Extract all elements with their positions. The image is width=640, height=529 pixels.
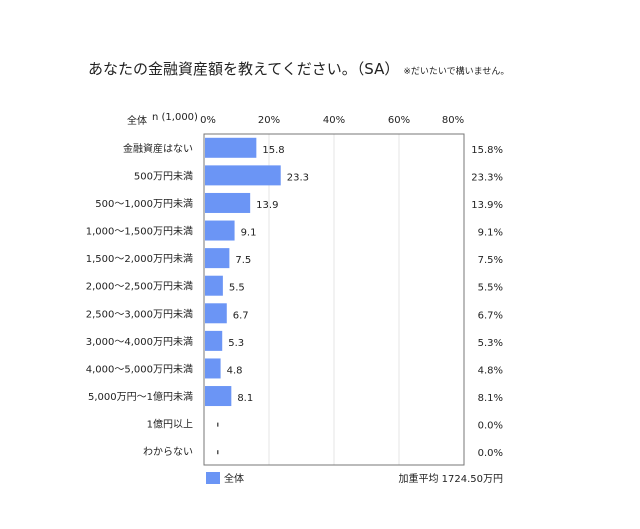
category-label: 5,000万円～1億円未満: [88, 390, 193, 403]
x-tick-label: 80%: [442, 115, 464, 126]
right-percent-label: 0.0%: [478, 421, 503, 432]
x-tick-label: 40%: [323, 115, 345, 126]
x-tick-label: 20%: [258, 115, 280, 126]
group-header: 全体: [127, 116, 147, 127]
x-tick-label: 60%: [388, 115, 410, 126]
bar: [205, 248, 230, 269]
category-label: 3,000～4,000万円未満: [86, 336, 193, 348]
right-percent-label: 4.8%: [478, 365, 503, 376]
bar: [205, 275, 223, 296]
chart-title: あなたの金融資産額を教えてください。（SA） ※だいたいで構いません。: [88, 58, 509, 79]
category-label: 2,000～2,500万円未満: [86, 281, 193, 293]
bar-value-label: 6.7: [233, 310, 249, 321]
weighted-average: 加重平均 1724.50万円: [398, 472, 503, 485]
bar-value-label: 9.1: [241, 228, 257, 239]
right-percent-label: 8.1%: [478, 393, 503, 404]
plot-frame: [203, 133, 465, 466]
zero-marker: [217, 422, 219, 427]
category-label: 1億円以上: [147, 418, 193, 431]
bar: [205, 137, 257, 158]
bar: [205, 386, 232, 407]
category-label: わからない: [143, 446, 193, 458]
bar-value-label: 13.9: [256, 200, 278, 211]
bar-value-label: 23.3: [287, 172, 309, 183]
title-text: あなたの金融資産額を教えてください。（SA）: [88, 60, 400, 78]
right-percent-label: 13.9%: [471, 200, 503, 211]
category-label: 1,000～1,500万円未満: [86, 226, 193, 238]
bar: [205, 330, 223, 351]
bar-value-label: 4.8: [227, 365, 243, 376]
category-label: 500～1,000万円未満: [95, 198, 193, 210]
legend-label: 全体: [224, 472, 244, 485]
bar: [205, 358, 221, 379]
category-label: 4,000～5,000万円未満: [86, 363, 193, 375]
category-label: 金融資産はない: [123, 142, 193, 155]
bar: [205, 220, 235, 241]
n-header: n (1,000): [152, 112, 198, 123]
category-label: 2,500～3,000万円未満: [86, 308, 193, 320]
bar-value-label: 8.1: [237, 393, 253, 404]
legend-swatch: [206, 472, 220, 484]
right-percent-label: 9.1%: [478, 228, 503, 239]
bar: [205, 165, 281, 186]
zero-marker: [217, 450, 219, 455]
title-note: ※だいたいで構いません。: [403, 67, 510, 77]
bar-value-label: 5.5: [229, 283, 245, 294]
bar: [205, 192, 251, 213]
right-percent-label: 5.5%: [478, 283, 503, 294]
category-label: 1,500～2,000万円未満: [86, 253, 193, 265]
right-percent-label: 7.5%: [478, 255, 503, 266]
right-percent-label: 23.3%: [471, 172, 503, 183]
right-percent-label: 6.7%: [478, 310, 503, 321]
bar-value-label: 15.8: [262, 145, 284, 156]
bar-value-label: 7.5: [235, 255, 251, 266]
category-label: 500万円未満: [134, 170, 193, 182]
bar: [205, 303, 227, 324]
x-tick-label: 0%: [200, 115, 216, 126]
right-percent-label: 5.3%: [478, 338, 503, 349]
right-percent-label: 0.0%: [478, 448, 503, 459]
bar-value-label: 5.3: [228, 338, 244, 349]
right-percent-label: 15.8%: [471, 145, 503, 156]
